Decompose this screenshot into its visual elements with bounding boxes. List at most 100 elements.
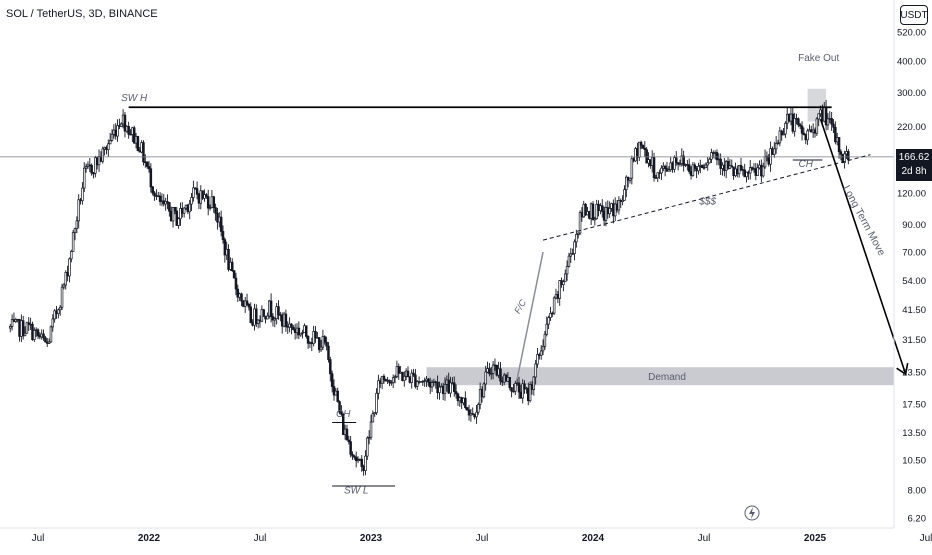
candle bbox=[797, 117, 800, 128]
candle-body bbox=[521, 383, 524, 399]
candle-body bbox=[793, 118, 796, 132]
candle-body bbox=[528, 384, 532, 401]
candle bbox=[340, 405, 343, 417]
candle bbox=[704, 162, 708, 169]
candle-body bbox=[116, 125, 119, 137]
candle-body bbox=[73, 228, 77, 234]
candle bbox=[195, 181, 199, 200]
candle bbox=[132, 125, 136, 144]
price-axis[interactable]: 520.00 400.00 300.00 220.00 120.00 90.00 70.00… bbox=[897, 28, 926, 525]
candle bbox=[552, 296, 556, 316]
candle bbox=[403, 371, 406, 387]
currency-badge[interactable]: USDT bbox=[900, 5, 928, 25]
candle-body bbox=[284, 313, 288, 327]
price-tick-label: 300.00 bbox=[897, 88, 926, 99]
candle-body bbox=[369, 421, 373, 438]
candle-body bbox=[292, 327, 295, 330]
candle bbox=[639, 140, 643, 150]
candle bbox=[219, 210, 223, 237]
candle-body bbox=[826, 118, 830, 126]
candle-body bbox=[726, 160, 730, 169]
candle-body bbox=[578, 212, 582, 234]
candle-body bbox=[663, 165, 667, 170]
price-tick-label: 31.50 bbox=[902, 335, 926, 346]
candle bbox=[674, 151, 678, 166]
candle-body bbox=[108, 140, 112, 145]
candle-body bbox=[780, 130, 783, 136]
candle bbox=[166, 194, 169, 210]
candles-layer bbox=[9, 100, 850, 476]
candle-body bbox=[249, 306, 253, 323]
candle-body bbox=[192, 187, 195, 198]
candle-body bbox=[127, 126, 130, 135]
candle bbox=[776, 139, 780, 145]
candle bbox=[194, 187, 197, 190]
candle bbox=[510, 387, 513, 398]
candle-body bbox=[427, 378, 430, 383]
candle-body bbox=[119, 123, 123, 127]
candle bbox=[305, 325, 308, 339]
candle bbox=[377, 374, 380, 400]
candle bbox=[682, 150, 685, 172]
candle bbox=[90, 163, 93, 176]
candle bbox=[817, 113, 820, 127]
candle-body bbox=[305, 325, 308, 337]
annotation-label: CH bbox=[799, 159, 814, 170]
candle-body bbox=[277, 306, 280, 315]
candle bbox=[64, 270, 67, 290]
candle bbox=[453, 376, 456, 397]
candle-body bbox=[443, 384, 447, 395]
candle bbox=[371, 410, 375, 423]
candle bbox=[301, 329, 304, 339]
candle-body bbox=[575, 234, 578, 243]
candle-body bbox=[151, 186, 154, 194]
annotation-label: SW L bbox=[344, 485, 368, 496]
candle-body bbox=[488, 368, 491, 374]
symbol-title[interactable]: SOL / TetherUS, 3D, BINANCE bbox=[6, 8, 158, 20]
candle bbox=[297, 321, 301, 340]
candle-body bbox=[377, 380, 380, 394]
candle bbox=[687, 158, 691, 174]
candle-body bbox=[667, 169, 671, 172]
candle bbox=[247, 302, 251, 311]
candle-body bbox=[562, 281, 565, 285]
candle-body bbox=[175, 210, 179, 226]
candle bbox=[643, 141, 647, 157]
candle bbox=[388, 379, 391, 387]
candle-body bbox=[600, 205, 604, 212]
candle bbox=[793, 112, 796, 137]
time-axis[interactable]: Jul 2022 Jul 2023 Jul 2024 Jul 2025 Jul bbox=[32, 533, 932, 544]
candle-body bbox=[234, 277, 238, 290]
candle bbox=[10, 314, 14, 331]
candle bbox=[190, 193, 193, 211]
candle bbox=[499, 362, 502, 385]
candle-body bbox=[539, 350, 543, 356]
candle-body bbox=[247, 304, 251, 308]
candle-body bbox=[710, 152, 713, 160]
candle bbox=[416, 380, 419, 391]
candle bbox=[491, 361, 495, 380]
candle-body bbox=[573, 241, 576, 254]
candle-body bbox=[33, 330, 36, 340]
candle bbox=[345, 424, 349, 441]
candle bbox=[454, 384, 458, 399]
candle bbox=[366, 436, 369, 461]
candle bbox=[325, 336, 328, 351]
candle bbox=[477, 402, 480, 415]
candle bbox=[780, 129, 783, 141]
candle-body bbox=[330, 373, 334, 387]
candle-body bbox=[761, 166, 765, 177]
candle bbox=[691, 162, 695, 177]
candle-body bbox=[551, 312, 554, 315]
candle bbox=[745, 171, 748, 183]
candle-body bbox=[342, 413, 345, 435]
candle bbox=[221, 225, 225, 244]
candle bbox=[391, 374, 395, 388]
candle-body bbox=[391, 377, 395, 384]
candle bbox=[33, 327, 36, 342]
candle-body bbox=[536, 354, 539, 365]
replay-icon[interactable] bbox=[744, 505, 760, 521]
candle bbox=[205, 192, 208, 199]
